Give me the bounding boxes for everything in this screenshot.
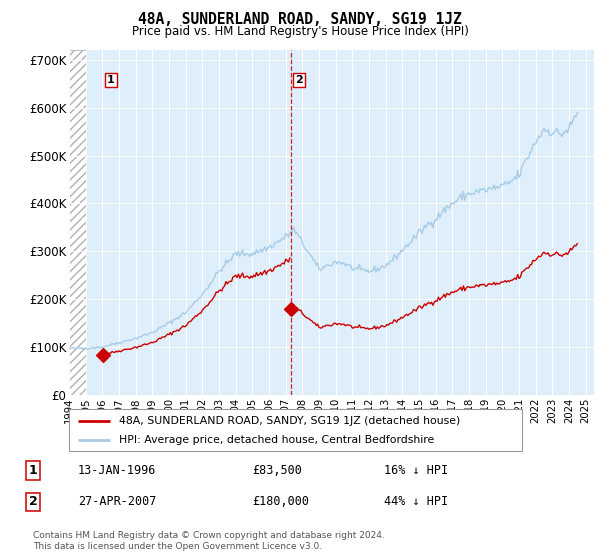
Text: 48A, SUNDERLAND ROAD, SANDY, SG19 1JZ: 48A, SUNDERLAND ROAD, SANDY, SG19 1JZ: [138, 12, 462, 27]
Text: Price paid vs. HM Land Registry's House Price Index (HPI): Price paid vs. HM Land Registry's House …: [131, 25, 469, 38]
Text: 2: 2: [295, 75, 303, 85]
Bar: [69, 50, 86, 395]
Text: 16% ↓ HPI: 16% ↓ HPI: [384, 464, 448, 477]
Text: 44% ↓ HPI: 44% ↓ HPI: [384, 495, 448, 508]
Text: 1: 1: [29, 464, 37, 477]
Bar: [86, 50, 291, 395]
Point: [98, 351, 108, 360]
Text: HPI: Average price, detached house, Central Bedfordshire: HPI: Average price, detached house, Cent…: [119, 435, 434, 445]
Text: £180,000: £180,000: [252, 495, 309, 508]
Text: 2: 2: [29, 495, 37, 508]
FancyBboxPatch shape: [69, 409, 522, 451]
Text: 27-APR-2007: 27-APR-2007: [78, 495, 157, 508]
Point: [286, 304, 296, 313]
Text: Contains HM Land Registry data © Crown copyright and database right 2024.
This d: Contains HM Land Registry data © Crown c…: [33, 531, 385, 550]
Text: 13-JAN-1996: 13-JAN-1996: [78, 464, 157, 477]
Text: 1: 1: [107, 75, 115, 85]
Text: £83,500: £83,500: [252, 464, 302, 477]
Text: 48A, SUNDERLAND ROAD, SANDY, SG19 1JZ (detached house): 48A, SUNDERLAND ROAD, SANDY, SG19 1JZ (d…: [119, 416, 460, 426]
